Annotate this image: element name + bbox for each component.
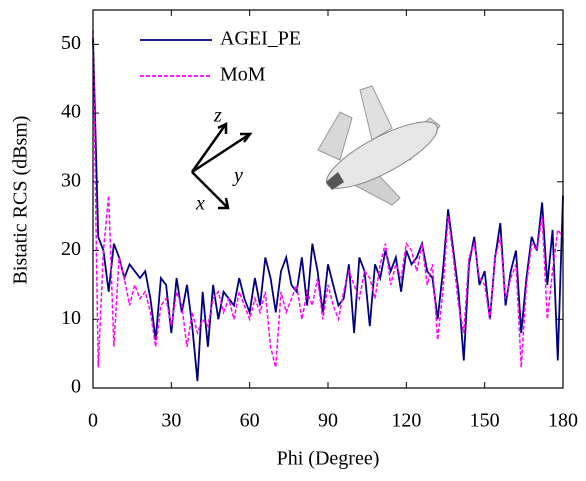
y-tick-label: 20 — [61, 238, 81, 260]
y-tick-label: 50 — [61, 32, 81, 54]
plot-frame — [92, 9, 564, 389]
x-tick-label: 0 — [88, 410, 98, 432]
x-tick-label: 180 — [548, 410, 578, 432]
x-tick-label: 30 — [161, 410, 181, 432]
annotation: y — [232, 165, 243, 187]
legend-label: AGEI_PE — [220, 28, 301, 50]
y-tick-label: 30 — [61, 169, 81, 191]
x-tick-label: 60 — [240, 410, 260, 432]
annotation: z — [213, 105, 222, 127]
y-tick-label: 0 — [71, 376, 81, 398]
x-axis-label: Phi (Degree) — [277, 448, 380, 470]
x-tick-label: 150 — [470, 410, 500, 432]
axis-triad — [190, 121, 253, 210]
data-line — [92, 37, 564, 382]
x-tick-label: 90 — [318, 410, 338, 432]
y-tick-label: 10 — [61, 307, 81, 329]
y-tick-label: 40 — [61, 101, 81, 123]
airplane-icon — [317, 85, 441, 206]
x-tick-label: 120 — [391, 410, 421, 432]
data-line — [92, 30, 564, 368]
legend-label: MoM — [220, 64, 266, 86]
annotation: x — [195, 193, 205, 215]
y-axis-label: Bistatic RCS (dBsm) — [10, 116, 32, 285]
